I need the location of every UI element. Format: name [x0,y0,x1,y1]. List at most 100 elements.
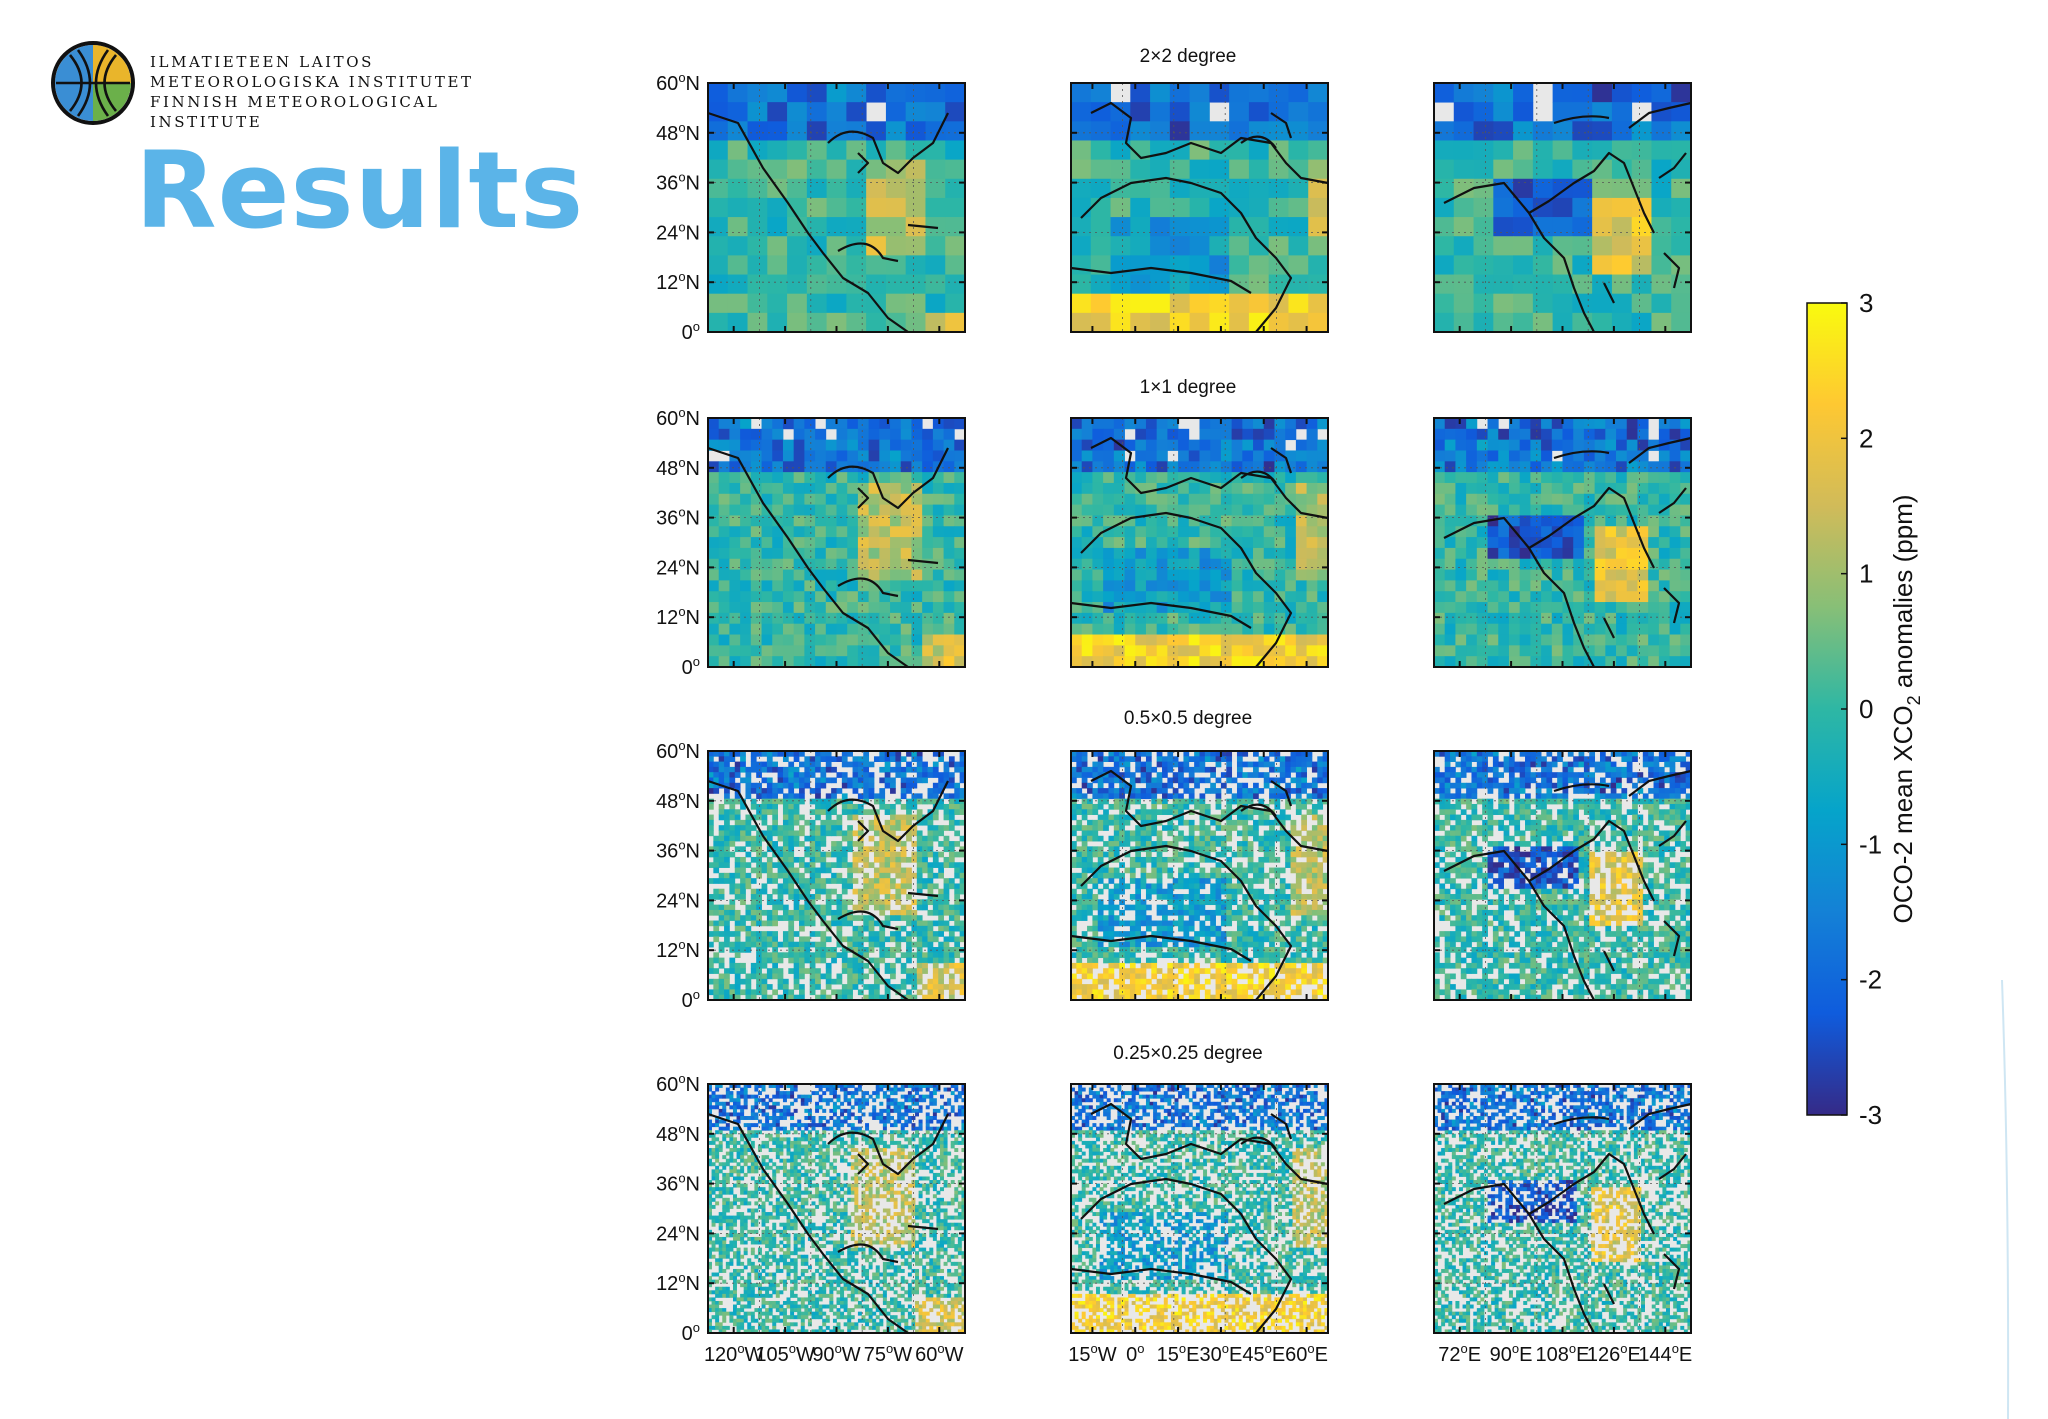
data-cell [799,968,805,974]
data-cell [949,963,955,969]
data-cell [826,815,832,821]
data-cell [1210,461,1221,472]
data-cell [1130,294,1150,314]
data-cell [745,841,751,847]
data-cell [740,767,746,773]
data-cell [1671,160,1691,180]
data-cell [842,804,848,810]
data-cell [1076,809,1082,815]
data-cell [820,952,826,958]
data-cell [783,613,794,624]
data-cell [1296,656,1307,667]
data-cell [1466,624,1477,635]
data-cell [1269,799,1275,805]
data-cell [954,862,960,868]
data-cell [1130,894,1136,900]
data-cell [1232,526,1243,537]
data-cell [1595,570,1606,581]
data-cell [1307,762,1313,768]
data-cell [772,645,783,656]
data-cell [1274,767,1280,773]
data-cell [1253,515,1264,526]
data-cell [778,942,784,948]
data-cell [944,910,950,916]
data-cell [1509,580,1520,591]
data-cell [954,915,960,921]
data-cell [1151,883,1157,889]
data-cell [1167,645,1178,656]
data-cell [1157,591,1168,602]
data-cell [1445,624,1456,635]
data-cell [1087,862,1093,868]
data-cell [1595,440,1606,451]
data-cell [925,255,945,275]
data-cell [858,931,864,937]
data-cell [1253,793,1259,799]
data-cell [1146,580,1157,591]
data-cell [772,548,783,559]
data-cell [1114,905,1120,911]
data-cell [1248,846,1254,852]
data-cell [807,140,827,160]
data-cell [1242,656,1253,667]
data-cell [1434,591,1445,602]
data-cell [1530,602,1541,613]
data-cell [1498,494,1509,505]
data-cell [1445,602,1456,613]
data-cell [1157,635,1168,646]
data-cell [1253,645,1264,656]
data-cell [890,931,896,937]
data-cell [1125,613,1136,624]
data-cell [745,772,751,778]
data-cell [853,958,859,964]
data-cell [847,602,858,613]
data-cell [1221,645,1232,656]
data-cell [1189,613,1200,624]
data-cell [1612,102,1632,122]
data-cell [837,548,848,559]
data-cell [1130,217,1150,237]
data-cell [1317,836,1323,842]
data-cell [772,873,778,879]
data-cell [1509,494,1520,505]
data-cell [1200,570,1211,581]
data-cell [1091,198,1111,218]
data-cell [1253,472,1264,483]
data-cell [890,429,901,440]
data-cell [762,450,773,461]
data-cell [944,461,955,472]
data-cell [1232,799,1238,805]
data-cell [1082,852,1088,858]
data-cell [1178,793,1184,799]
data-cell [1671,294,1691,314]
data-cell [837,494,848,505]
data-cell [1141,809,1147,815]
data-cell [1135,762,1141,768]
data-cell [911,580,922,591]
data-cell [1082,777,1088,783]
data-cell [1627,570,1638,581]
data-cell [890,968,896,974]
data-cell [1189,559,1200,570]
data-cell [837,559,848,570]
data-cell [1178,570,1189,581]
data-cell [826,645,837,656]
data-cell [944,767,950,773]
data-cell [1216,862,1222,868]
data-cell [863,846,869,852]
data-cell [1488,580,1499,591]
data-cell [1178,548,1189,559]
data-cell [1111,236,1131,256]
data-cell [745,974,751,980]
data-cell [719,815,725,821]
data-cell [719,613,730,624]
data-cell [944,505,955,516]
data-cell [820,905,826,911]
data-cell [1312,883,1318,889]
data-cell [1170,217,1190,237]
data-cell [1274,559,1285,570]
data-cell [938,772,944,778]
data-cell [729,958,735,964]
data-cell [740,873,746,879]
data-cell [1226,804,1232,810]
